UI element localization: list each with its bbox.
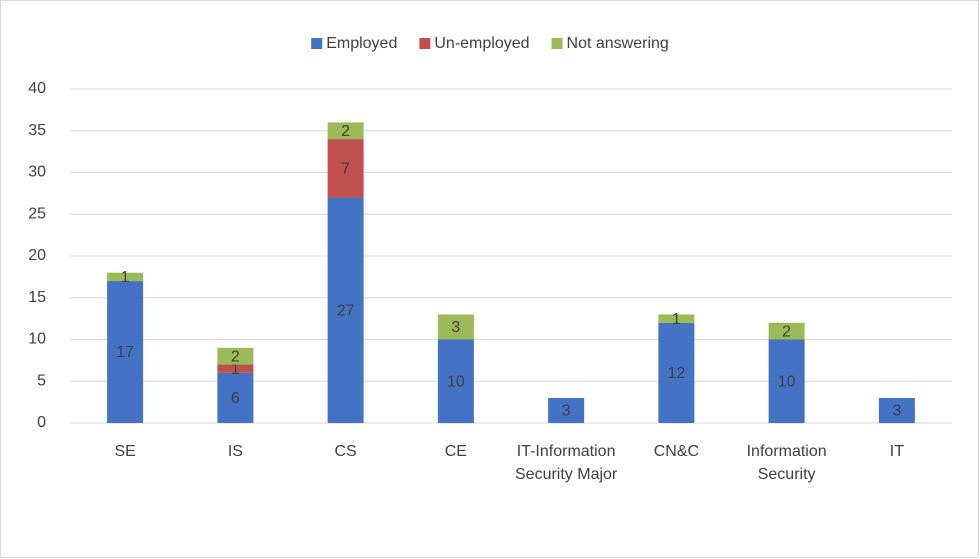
y-tick-label: 15: [28, 289, 46, 306]
data-label: 1: [231, 361, 240, 378]
bar-segment: [658, 314, 695, 323]
x-tick-label: CS: [334, 443, 357, 460]
data-label: 3: [892, 403, 901, 420]
x-tick-label: CE: [444, 443, 467, 460]
data-label: 1: [121, 269, 130, 286]
x-tick-label: SE: [114, 443, 136, 460]
y-tick-label: 5: [37, 372, 46, 389]
y-tick-label: 20: [28, 247, 46, 264]
bar-segment: [878, 397, 915, 423]
bar-segment: [768, 322, 805, 340]
y-tick-label: 30: [28, 164, 46, 181]
data-label: 7: [341, 161, 350, 178]
data-label: 2: [231, 348, 240, 365]
y-tick-label: 10: [28, 331, 46, 348]
bar-segment: [107, 281, 144, 423]
x-tick-label: IT-Information Security Major: [515, 443, 618, 483]
bar-segment: [217, 364, 254, 373]
x-tick-label: IT: [889, 443, 904, 460]
bar-segment: [658, 322, 695, 423]
data-label: 2: [341, 123, 350, 140]
data-label: 12: [667, 365, 685, 382]
legend-swatch: [551, 38, 563, 49]
bar-segment: [327, 122, 364, 140]
bar-segment: [437, 314, 474, 340]
bar-segment: [437, 339, 474, 423]
y-tick-label: 40: [28, 80, 46, 97]
legend-label: Not answering: [567, 35, 669, 52]
x-tick-label: IS: [227, 443, 243, 460]
data-label: 10: [447, 373, 465, 390]
bar-segment: [217, 372, 254, 423]
x-tick-label: CN&C: [653, 443, 700, 460]
bar-segment: [327, 139, 364, 198]
bar-segment: [548, 397, 585, 423]
bar-segment: [768, 339, 805, 423]
legend-label: Employed: [326, 35, 397, 52]
data-label: 3: [451, 319, 460, 336]
data-label: 17: [116, 344, 134, 361]
x-tick-label: Information Security: [746, 443, 827, 483]
data-label: 3: [562, 403, 571, 420]
legend-swatch: [311, 38, 323, 49]
bar-segment: [327, 197, 364, 423]
data-label: 10: [778, 373, 796, 390]
y-tick-label: 35: [28, 122, 46, 139]
data-label: 2: [782, 323, 791, 340]
data-label: 1: [672, 311, 681, 328]
legend-swatch: [419, 38, 431, 49]
data-label: 27: [337, 302, 355, 319]
y-tick-label: 0: [37, 414, 46, 431]
bar-segment: [107, 272, 144, 282]
y-tick-label: 25: [28, 205, 46, 222]
data-label: 6: [231, 390, 240, 407]
bar-segment: [217, 347, 254, 365]
legend-label: Un-employed: [434, 35, 529, 52]
